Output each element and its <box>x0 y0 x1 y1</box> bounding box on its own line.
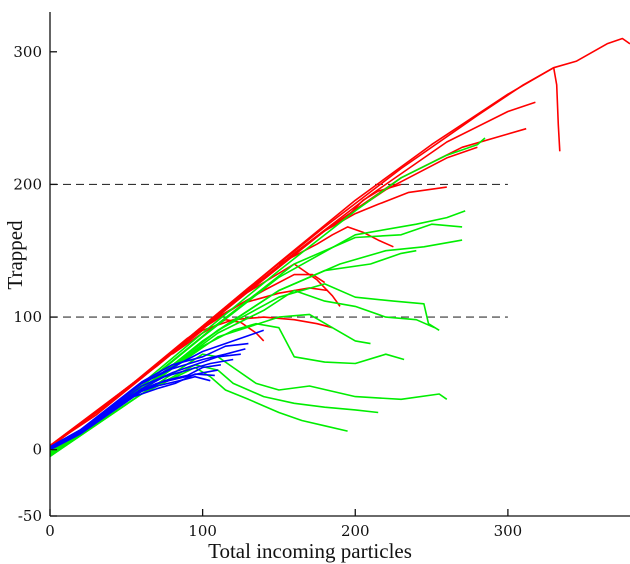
y-tick-label: -50 <box>18 507 42 525</box>
series-line-red <box>552 67 561 152</box>
y-tick-label: 200 <box>13 175 42 193</box>
series-line-blue <box>49 375 211 448</box>
series-line-green <box>49 283 440 456</box>
series-group <box>49 37 630 457</box>
x-tick-label: 100 <box>188 522 217 540</box>
series-line-green <box>49 223 463 455</box>
series-line-green <box>49 353 448 457</box>
series-line-red <box>278 226 394 265</box>
series-line-green <box>49 249 417 455</box>
series-line-blue <box>49 353 241 448</box>
series-line-green <box>49 239 463 457</box>
x-ticks: 0 100 200 300 <box>45 509 522 540</box>
y-axis-title: Trapped <box>3 220 27 290</box>
series-line-green <box>49 289 435 456</box>
series-line-green <box>49 322 405 456</box>
x-axis-title: Total incoming particles <box>208 539 412 563</box>
y-tick-label: 300 <box>13 43 42 61</box>
x-tick-label: 200 <box>341 522 370 540</box>
x-tick-label: 0 <box>45 522 55 540</box>
series-line-blue <box>49 373 215 451</box>
plot-area <box>49 37 630 457</box>
y-tick-label: 0 <box>32 441 42 459</box>
y-ticks: -50 0 100 200 300 <box>13 43 57 525</box>
x-tick-label: 300 <box>494 522 523 540</box>
y-tick-label: 100 <box>13 308 42 326</box>
